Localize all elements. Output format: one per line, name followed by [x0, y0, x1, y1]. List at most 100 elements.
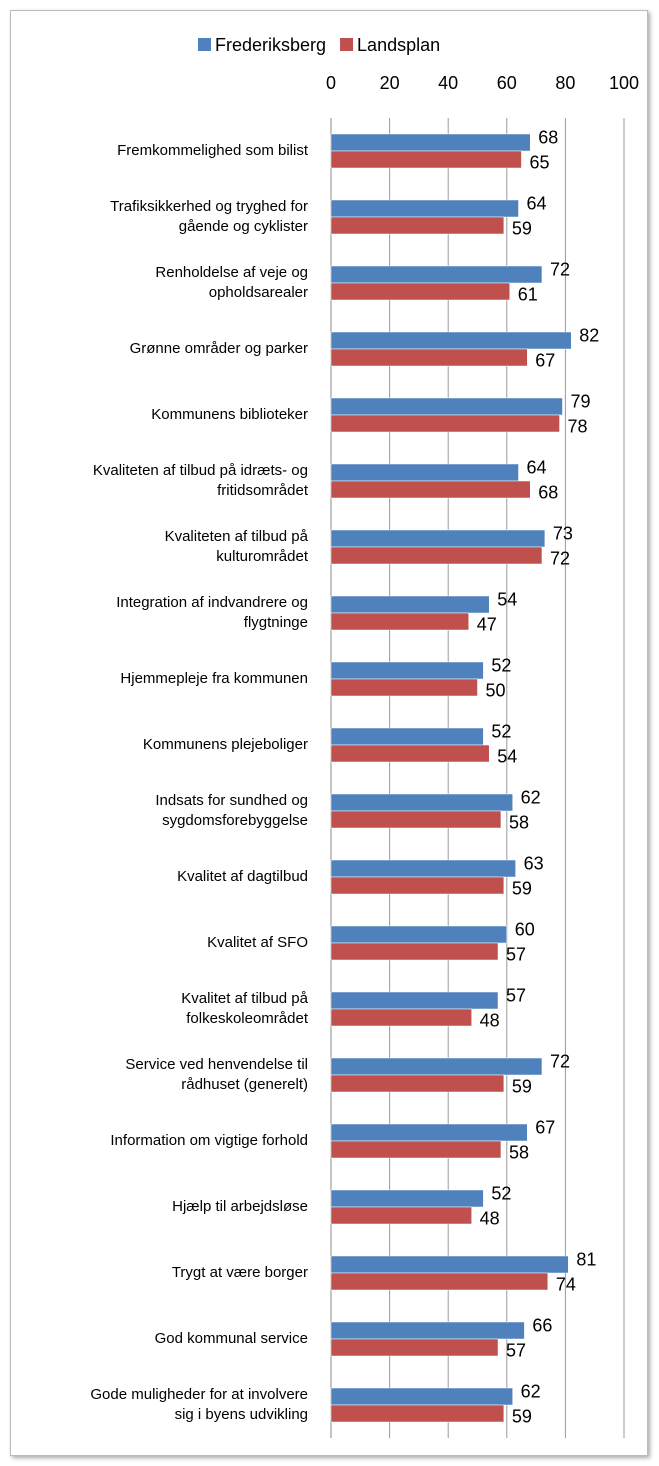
category-label: Integration af indvandrere og flygtninge: [116, 594, 308, 631]
value-label: 62: [521, 787, 541, 807]
bar: [330, 595, 490, 614]
value-label: 78: [568, 416, 588, 436]
bar: [330, 727, 484, 746]
bar: [330, 529, 546, 548]
bar: [330, 133, 531, 152]
value-label: 79: [570, 391, 590, 411]
value-label: 57: [506, 944, 526, 964]
bar: [330, 678, 478, 697]
bar: [330, 1338, 499, 1357]
bar: [330, 1404, 505, 1423]
value-label: 48: [480, 1208, 500, 1228]
category-label: Kvalitet af SFO: [207, 934, 308, 951]
x-tick-label: 0: [326, 73, 336, 93]
bar: [330, 1140, 502, 1159]
value-label: 61: [518, 284, 538, 304]
bar: [330, 876, 505, 895]
category-label: Trafiksikkerhed og tryghed for gående og…: [110, 198, 308, 235]
category-label: Information om vigtige forhold: [110, 1132, 308, 1149]
value-label: 65: [529, 152, 549, 172]
value-label: 82: [579, 325, 599, 345]
bar: [330, 348, 528, 367]
value-label: 74: [556, 1274, 576, 1294]
bar: [330, 942, 499, 961]
category-label: Grønne områder og parker: [129, 340, 308, 357]
value-label: 68: [538, 127, 558, 147]
value-label: 72: [550, 548, 570, 568]
bar: [330, 1008, 472, 1027]
bar: [330, 925, 508, 944]
value-label: 59: [512, 1076, 532, 1096]
bar: [330, 150, 522, 169]
legend-label: Frederiksberg: [215, 35, 326, 55]
category-label: Kommunens biblioteker: [151, 406, 308, 423]
value-label: 60: [515, 919, 535, 939]
value-label: 64: [527, 457, 547, 477]
value-label: 72: [550, 259, 570, 279]
category-label: Indsats for sundhed og sygdomsforebyggel…: [155, 792, 308, 829]
category-label: Kvaliteten af tilbud på kulturområdet: [164, 528, 308, 565]
value-label: 68: [538, 482, 558, 502]
legend-swatch: [198, 38, 211, 51]
bar: [330, 661, 484, 680]
bar: [330, 859, 516, 878]
value-label: 58: [509, 1142, 529, 1162]
value-label: 72: [550, 1051, 570, 1071]
value-label: 62: [521, 1381, 541, 1401]
category-label: Renholdelse af veje og opholdsarealer: [155, 264, 308, 301]
bar: [330, 1321, 525, 1340]
bar: [330, 463, 519, 482]
legend-swatch: [340, 38, 354, 51]
category-label: God kommunal service: [154, 1330, 308, 1347]
category-label: Hjemmepleje fra kommunen: [120, 670, 308, 687]
bar: [330, 1074, 505, 1093]
bar: [330, 810, 502, 829]
value-label: 47: [477, 614, 497, 634]
category-label: Kommunens plejeboliger: [142, 736, 308, 753]
value-label: 54: [497, 746, 517, 766]
value-label: 59: [512, 878, 532, 898]
bar: [330, 282, 510, 301]
x-tick-label: 60: [497, 73, 517, 93]
value-label: 50: [486, 680, 506, 700]
value-label: 67: [535, 1117, 555, 1137]
value-label: 67: [535, 350, 555, 370]
value-label: 59: [512, 1406, 532, 1426]
value-label: 52: [491, 1183, 511, 1203]
value-label: 52: [491, 721, 511, 741]
value-label: 52: [491, 655, 511, 675]
legend-label: Landsplan: [357, 35, 440, 55]
bar: [330, 1123, 528, 1142]
bar: [330, 991, 499, 1010]
value-label: 64: [527, 193, 547, 213]
x-tick-label: 100: [609, 73, 639, 93]
category-label: Kvaliteten af tilbud på idræts- og friti…: [92, 462, 308, 499]
value-label: 66: [532, 1315, 552, 1335]
bar: [330, 216, 505, 235]
bar: [330, 793, 513, 812]
category-label: Trygt at være borger: [171, 1264, 308, 1281]
bar: [330, 480, 531, 499]
bar: [330, 414, 560, 433]
bar: [330, 1206, 472, 1225]
bar: [330, 265, 543, 284]
frame: [10, 10, 648, 1456]
bar: [330, 331, 572, 350]
category-label: Kvalitet af dagtilbud: [177, 868, 308, 885]
bar: [330, 1272, 549, 1291]
category-label: Kvalitet af tilbud på folkeskoleområdet: [181, 990, 308, 1027]
value-label: 54: [497, 589, 517, 609]
value-label: 63: [524, 853, 544, 873]
bar: [330, 1189, 484, 1208]
category-label: Gode muligheder for at involvere sig i b…: [90, 1386, 308, 1423]
bar: [330, 1255, 569, 1274]
x-tick-label: 40: [438, 73, 458, 93]
bar: [330, 744, 490, 763]
value-label: 57: [506, 1340, 526, 1360]
category-label: Service ved henvendelse til rådhuset (ge…: [125, 1056, 308, 1093]
bar: [330, 612, 469, 631]
value-label: 73: [553, 523, 573, 543]
value-label: 81: [576, 1249, 596, 1269]
